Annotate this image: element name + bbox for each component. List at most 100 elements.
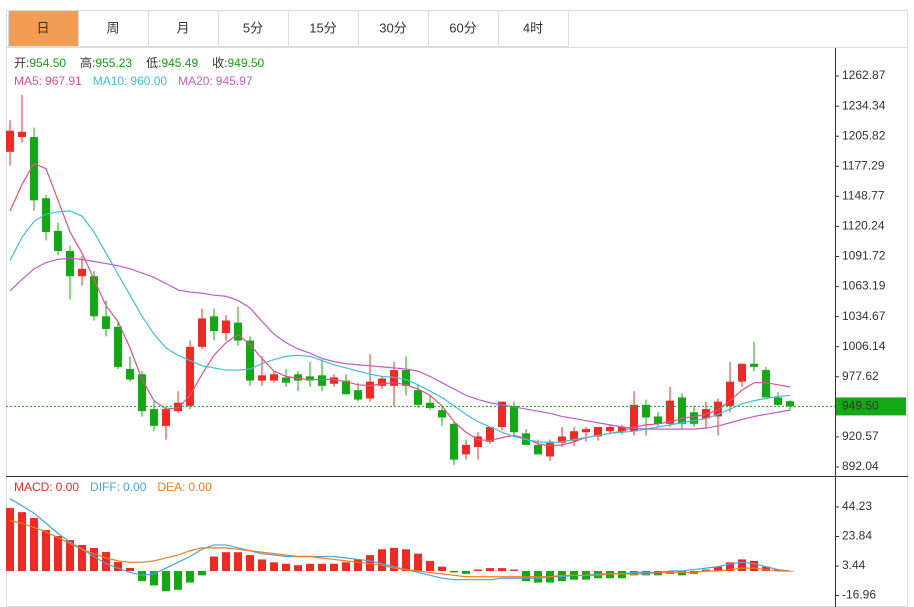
y-tick-label: 1234.34 xyxy=(842,98,886,112)
ma-line xyxy=(9,257,791,430)
macd-bar xyxy=(630,570,638,576)
legend-label: 低: xyxy=(146,56,161,70)
tab-label[interactable]: 60分 xyxy=(449,20,476,35)
candle-body xyxy=(678,397,686,424)
macd-bar xyxy=(474,569,482,571)
tab-label[interactable]: 5分 xyxy=(243,20,263,35)
candle-body xyxy=(546,441,554,457)
legend-item: MACD: 0.00 xyxy=(14,480,79,494)
candle-body xyxy=(90,276,98,317)
macd-bar xyxy=(282,563,290,571)
macd-bar xyxy=(246,555,254,571)
y-tick-label: 920.57 xyxy=(842,429,879,443)
candle-body xyxy=(330,377,338,384)
candle-body xyxy=(126,369,134,380)
legend-value: 949.50 xyxy=(227,56,264,70)
y-tick-label: 1034.67 xyxy=(842,309,886,323)
candle-body xyxy=(78,268,86,277)
frame xyxy=(6,10,908,607)
candle-body xyxy=(54,230,62,251)
macd-bar xyxy=(354,559,362,571)
y-tick-label: 1091.72 xyxy=(842,249,886,263)
legend-item: 收:949.50 xyxy=(212,56,264,70)
macd-bar xyxy=(450,570,458,573)
candle-body xyxy=(318,375,326,386)
macd-bar xyxy=(726,562,734,571)
candle-body xyxy=(594,426,602,437)
candle-body xyxy=(462,444,470,455)
macd-bar xyxy=(6,508,14,571)
macd-bar xyxy=(714,566,722,571)
macd-bar xyxy=(618,570,626,579)
y-tick-label: 1205.82 xyxy=(842,128,886,142)
candle-body xyxy=(186,346,194,406)
macd-bar xyxy=(138,570,146,582)
tab[interactable] xyxy=(8,10,79,47)
tab[interactable] xyxy=(78,10,149,47)
macd-bar xyxy=(78,544,86,571)
macd-bar xyxy=(522,570,530,582)
y-tick-label: 1120.24 xyxy=(842,219,885,233)
tab-label[interactable]: 月 xyxy=(176,20,189,35)
tab-label[interactable]: 4时 xyxy=(523,20,543,35)
y-tick-label: 3.44 xyxy=(842,558,866,572)
candle-body xyxy=(582,429,590,433)
legend-label: 开: xyxy=(14,56,29,70)
candle-body xyxy=(198,318,206,347)
legend-item: DEA: 0.00 xyxy=(157,480,212,494)
candle-body xyxy=(234,322,242,341)
ma-line xyxy=(9,162,791,447)
legend-value: 0.00 xyxy=(56,480,80,494)
macd-bar xyxy=(606,570,614,579)
legend-item: MA5: 967.91 xyxy=(14,74,82,88)
macd-bar xyxy=(426,560,434,571)
legend-item: 开:954.50 xyxy=(14,56,66,70)
tab-label[interactable]: 日 xyxy=(36,20,49,35)
legend-value: 0.00 xyxy=(188,480,212,494)
y-tick-label: 23.84 xyxy=(842,529,872,543)
legend-item: MA20: 945.97 xyxy=(178,74,253,88)
tab[interactable] xyxy=(148,10,219,47)
candle-body xyxy=(258,375,266,381)
candle-body xyxy=(282,377,290,383)
macd-bar xyxy=(486,568,494,571)
candle-body xyxy=(366,381,374,399)
macd-bar xyxy=(498,568,506,571)
tab-label[interactable]: 周 xyxy=(106,20,119,35)
candle-body xyxy=(606,426,614,432)
macd-bar xyxy=(750,560,758,571)
macd-bar xyxy=(66,540,74,571)
candle-body xyxy=(222,320,230,334)
macd-bar xyxy=(510,569,518,571)
candle-body xyxy=(630,404,638,432)
tab-label[interactable]: 30分 xyxy=(379,20,406,35)
macd-bar xyxy=(654,570,662,576)
tab[interactable] xyxy=(288,10,359,47)
candle-body xyxy=(114,326,122,367)
candle-body xyxy=(102,316,110,329)
legend-value: 955.23 xyxy=(95,56,132,70)
legend-label: DEA: xyxy=(157,480,185,494)
macd-bar xyxy=(702,569,710,571)
y-tick-label: 977.62 xyxy=(842,369,879,383)
candle-body xyxy=(354,390,362,400)
legend-label: MA20: xyxy=(178,74,213,88)
macd-bar xyxy=(222,552,230,571)
macd-bar xyxy=(402,549,410,571)
macd-bar xyxy=(102,552,110,571)
macd-bar xyxy=(54,535,62,571)
tab[interactable] xyxy=(218,10,289,47)
candle-body xyxy=(762,370,770,398)
candle-body xyxy=(162,409,170,426)
legend-label: 收: xyxy=(212,56,227,70)
candle-body xyxy=(270,374,278,381)
macd-bar xyxy=(342,562,350,571)
tab[interactable] xyxy=(358,10,429,47)
tab-label[interactable]: 15分 xyxy=(309,20,336,35)
macd-bar xyxy=(126,567,134,571)
macd-bar xyxy=(390,547,398,571)
candle-body xyxy=(450,423,458,460)
macd-bar xyxy=(558,570,566,582)
tab[interactable] xyxy=(498,10,569,47)
macd-bar xyxy=(294,565,302,571)
